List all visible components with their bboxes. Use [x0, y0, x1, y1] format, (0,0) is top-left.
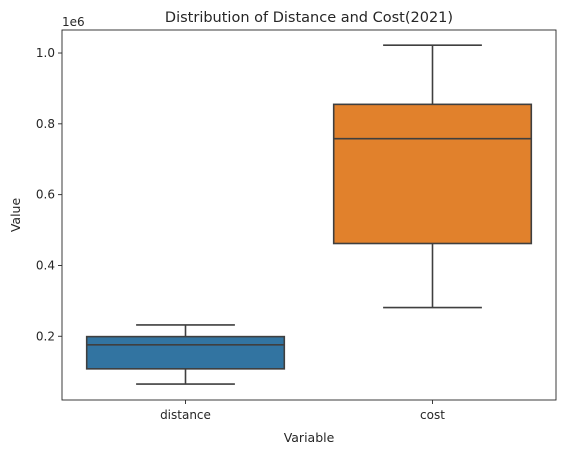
y-tick-label: 0.2 [36, 329, 55, 343]
y-tick-label: 0.8 [36, 117, 55, 131]
y-axis-label: Value [8, 198, 23, 233]
x-axis-label: Variable [284, 430, 335, 445]
y-tick-label: 0.6 [36, 188, 55, 202]
plot-marks [85, 44, 533, 385]
chart-title: Distribution of Distance and Cost(2021) [165, 10, 453, 26]
x-tick-label: cost [420, 408, 445, 422]
box-distance [85, 324, 286, 385]
x-axis-ticks: distance cost [160, 400, 445, 422]
y-axis-ticks: 0.2 0.4 0.6 0.8 1.0 [36, 46, 62, 343]
interquartile-box [332, 103, 533, 245]
y-axis-offset-label: 1e6 [62, 15, 85, 29]
plot-frame [61, 29, 557, 401]
box-cost [332, 44, 533, 309]
y-tick-label: 0.4 [36, 258, 55, 272]
y-tick-label: 1.0 [36, 46, 55, 60]
interquartile-box [85, 335, 286, 370]
x-tick-label: distance [160, 408, 211, 422]
